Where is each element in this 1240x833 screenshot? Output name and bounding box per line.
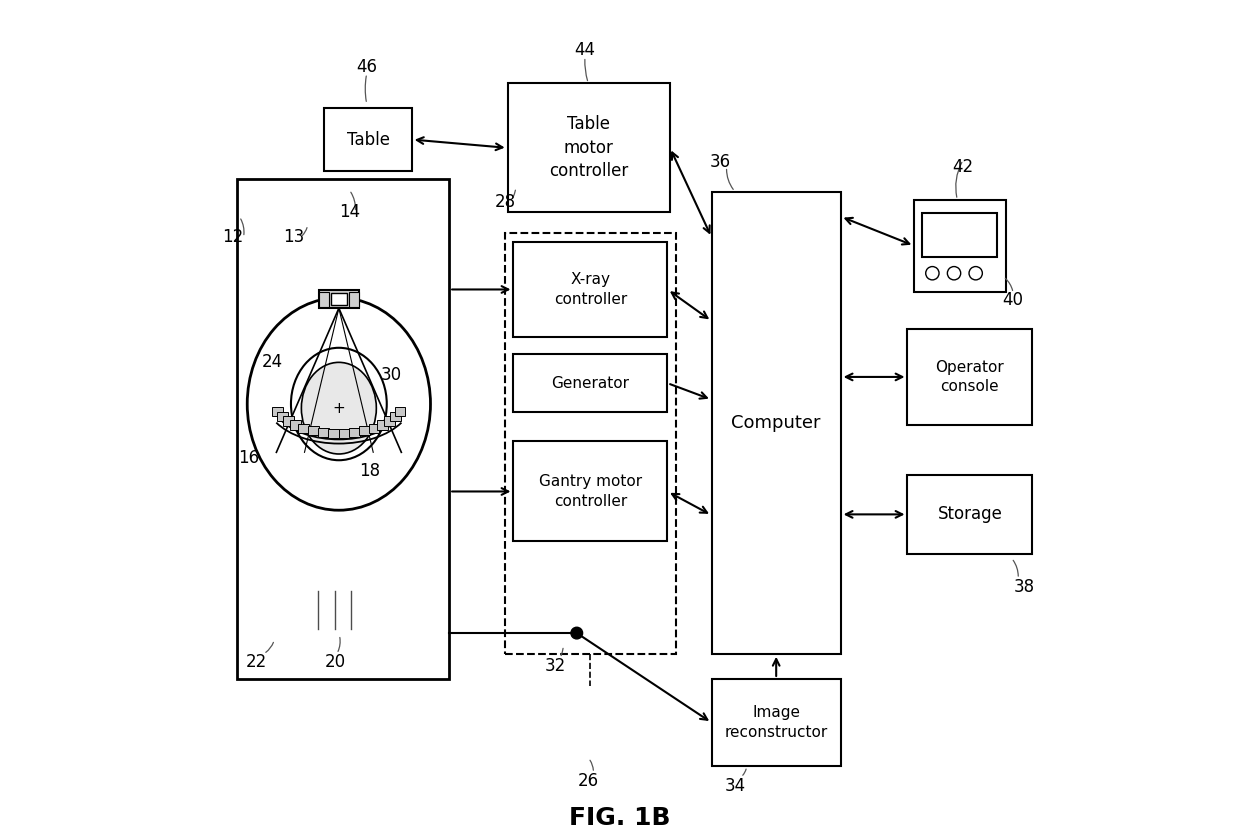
Bar — [908, 329, 1033, 425]
Text: 26: 26 — [578, 772, 599, 791]
Bar — [394, 407, 405, 416]
Bar — [283, 416, 294, 426]
Text: 22: 22 — [246, 653, 267, 671]
Bar — [325, 108, 412, 171]
Bar — [712, 192, 841, 654]
Bar — [348, 292, 358, 307]
Bar — [237, 179, 449, 679]
Bar — [308, 426, 319, 436]
Text: 28: 28 — [495, 192, 516, 211]
Text: 12: 12 — [222, 228, 243, 247]
Ellipse shape — [247, 298, 430, 510]
Bar — [384, 416, 396, 426]
Ellipse shape — [291, 348, 387, 460]
Bar — [712, 679, 841, 766]
Text: FIG. 1B: FIG. 1B — [569, 806, 671, 830]
Text: 42: 42 — [952, 157, 973, 176]
Circle shape — [947, 267, 961, 280]
Bar — [360, 426, 370, 436]
Bar — [391, 412, 401, 421]
Text: 46: 46 — [356, 57, 377, 76]
Bar — [277, 412, 288, 421]
Text: Computer: Computer — [732, 414, 821, 431]
Bar — [319, 292, 329, 307]
Bar — [914, 200, 1006, 292]
Bar — [368, 424, 379, 433]
Text: Table: Table — [346, 131, 389, 148]
Text: 32: 32 — [544, 657, 565, 676]
Text: Storage: Storage — [937, 506, 1002, 523]
Text: Image
reconstructor: Image reconstructor — [724, 706, 828, 740]
Text: 30: 30 — [381, 366, 402, 384]
Bar — [923, 213, 997, 257]
Text: 34: 34 — [724, 776, 745, 795]
Bar — [317, 428, 329, 437]
Text: 38: 38 — [1013, 578, 1034, 596]
Text: 44: 44 — [574, 41, 595, 59]
Text: 13: 13 — [283, 228, 304, 247]
Text: +: + — [332, 401, 345, 416]
Bar — [331, 293, 347, 305]
Text: 14: 14 — [339, 203, 360, 222]
Text: 36: 36 — [709, 153, 730, 172]
Bar — [507, 83, 670, 212]
Ellipse shape — [301, 362, 377, 454]
Bar — [339, 429, 350, 438]
Text: 24: 24 — [262, 353, 283, 372]
Text: X-ray
controller: X-ray controller — [554, 272, 627, 307]
Bar — [273, 407, 283, 416]
Text: 18: 18 — [360, 461, 381, 480]
Bar — [319, 290, 358, 308]
Text: Operator
console: Operator console — [935, 360, 1004, 394]
Bar — [513, 354, 667, 412]
Bar — [329, 429, 339, 438]
Text: 16: 16 — [238, 449, 259, 467]
Bar — [513, 441, 667, 541]
Bar — [350, 428, 360, 437]
Circle shape — [968, 267, 982, 280]
Circle shape — [249, 314, 429, 494]
Text: 20: 20 — [325, 653, 346, 671]
Bar — [908, 475, 1033, 554]
Text: Table
motor
controller: Table motor controller — [549, 115, 629, 181]
Text: 40: 40 — [1003, 291, 1024, 309]
Bar — [299, 424, 309, 433]
Text: Generator: Generator — [552, 376, 630, 391]
Bar — [290, 421, 301, 430]
Circle shape — [926, 267, 939, 280]
Bar — [513, 242, 667, 337]
Circle shape — [570, 627, 583, 639]
Text: Gantry motor
controller: Gantry motor controller — [539, 474, 642, 509]
Bar — [505, 233, 676, 654]
Bar — [377, 421, 388, 430]
